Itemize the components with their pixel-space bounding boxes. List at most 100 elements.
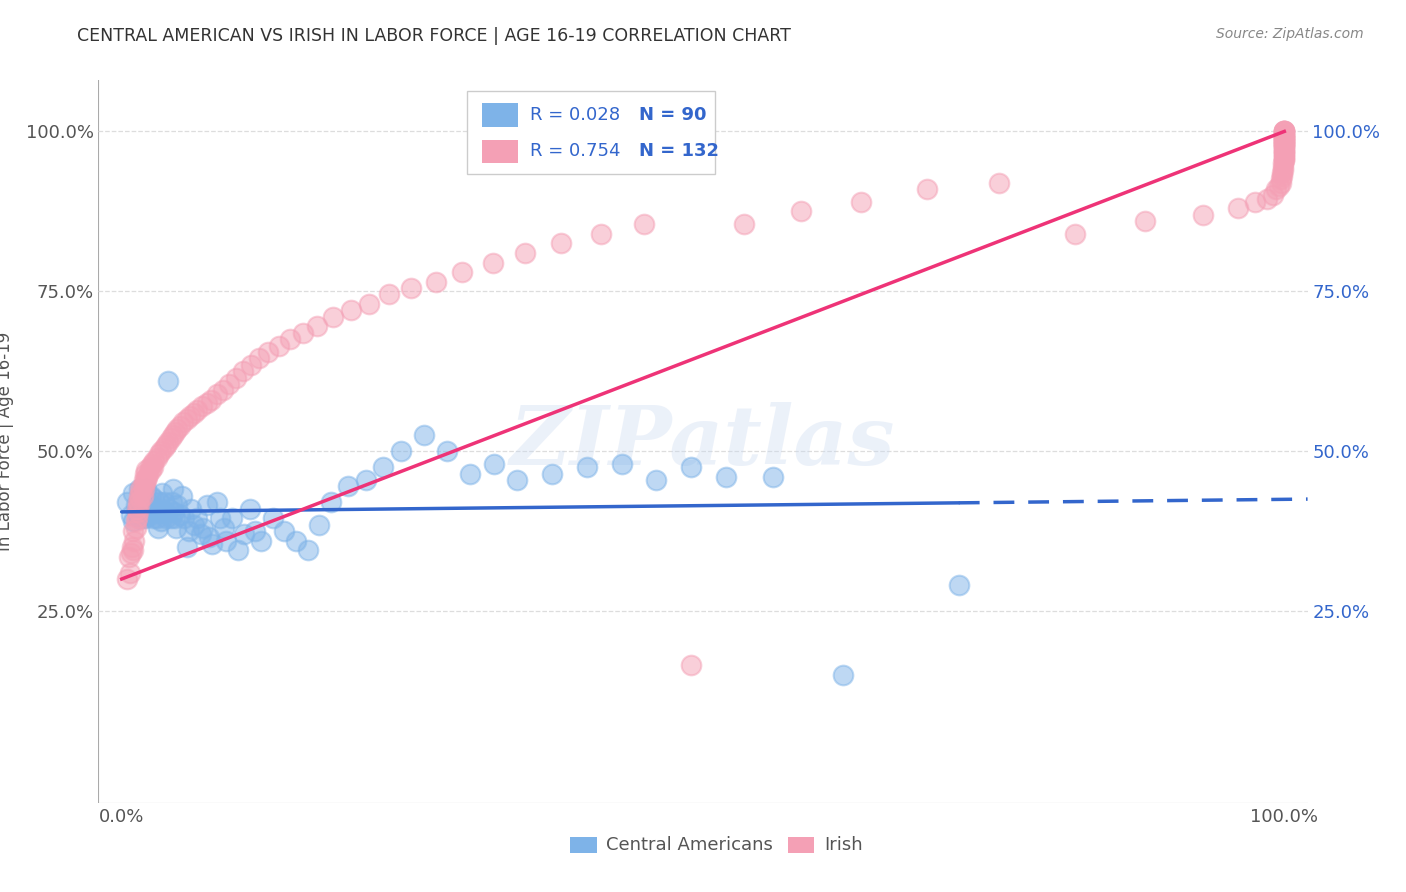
Point <box>163 505 186 519</box>
Point <box>245 524 267 538</box>
Point <box>1272 162 1295 177</box>
Point <box>118 566 141 580</box>
Point <box>250 533 273 548</box>
Point <box>148 495 170 509</box>
Point <box>129 492 152 507</box>
Point <box>135 483 157 497</box>
Point <box>209 511 232 525</box>
Point <box>1272 131 1295 145</box>
Point <box>308 517 330 532</box>
Point <box>247 351 270 366</box>
Point <box>257 345 280 359</box>
Point <box>186 511 208 525</box>
Bar <box>482 139 517 162</box>
Point <box>155 438 177 452</box>
Point <box>1272 140 1295 154</box>
Point <box>139 463 162 477</box>
Point <box>120 508 142 522</box>
Point <box>162 428 184 442</box>
Point <box>339 303 361 318</box>
Point <box>150 485 173 500</box>
Point <box>1272 124 1295 138</box>
Point <box>152 441 174 455</box>
Point <box>159 431 181 445</box>
Point <box>1272 124 1295 138</box>
Point <box>129 492 152 507</box>
Point <box>183 406 205 420</box>
Point <box>1272 124 1295 138</box>
Point <box>129 483 152 497</box>
Point <box>1272 128 1295 142</box>
Point <box>128 511 150 525</box>
Point <box>716 469 738 483</box>
Point <box>451 265 474 279</box>
Point <box>136 495 159 509</box>
Point <box>733 217 755 231</box>
Point <box>1272 134 1295 148</box>
Point <box>155 511 177 525</box>
Point <box>138 460 160 475</box>
Point <box>1272 131 1295 145</box>
Point <box>172 415 194 429</box>
Point <box>232 527 254 541</box>
Point <box>292 326 315 340</box>
Point <box>128 499 150 513</box>
Point <box>262 511 284 525</box>
Point <box>212 521 235 535</box>
Point <box>179 524 201 538</box>
Point <box>165 521 187 535</box>
Bar <box>569 838 596 854</box>
Point <box>589 227 612 241</box>
Point <box>762 469 785 483</box>
Point <box>319 495 342 509</box>
Bar <box>482 103 517 127</box>
Point <box>120 546 142 560</box>
Point <box>373 460 395 475</box>
Point <box>131 489 153 503</box>
Point <box>134 476 156 491</box>
Point <box>186 402 208 417</box>
Point <box>179 409 201 423</box>
Point <box>165 511 187 525</box>
Point <box>633 217 655 231</box>
Point <box>1261 188 1284 202</box>
Text: CENTRAL AMERICAN VS IRISH IN LABOR FORCE | AGE 16-19 CORRELATION CHART: CENTRAL AMERICAN VS IRISH IN LABOR FORCE… <box>77 27 792 45</box>
Point <box>1272 144 1295 158</box>
Point <box>610 457 633 471</box>
Point <box>267 338 290 352</box>
Point <box>1272 140 1295 154</box>
Point <box>481 255 503 269</box>
Point <box>221 511 243 525</box>
Point <box>1272 137 1295 152</box>
Point <box>575 460 598 475</box>
Point <box>948 578 970 592</box>
Point <box>125 501 148 516</box>
Text: R = 0.028: R = 0.028 <box>530 106 620 124</box>
Text: Central Americans: Central Americans <box>606 836 773 854</box>
Point <box>131 501 153 516</box>
Point <box>132 473 155 487</box>
Point <box>191 521 214 535</box>
Text: Irish: Irish <box>824 836 862 854</box>
Y-axis label: In Labor Force | Age 16-19: In Labor Force | Age 16-19 <box>0 332 14 551</box>
Point <box>176 412 198 426</box>
Point <box>149 505 172 519</box>
Point <box>166 499 188 513</box>
Point <box>200 392 222 407</box>
Point <box>285 533 308 548</box>
Point <box>153 505 176 519</box>
Point <box>337 479 360 493</box>
Point <box>378 287 401 301</box>
Point <box>124 515 146 529</box>
Point <box>540 467 562 481</box>
Point <box>127 505 149 519</box>
Point <box>205 386 228 401</box>
Point <box>1270 172 1292 186</box>
Point <box>1272 137 1295 152</box>
Point <box>132 483 155 497</box>
Point <box>134 467 156 481</box>
Point <box>145 501 167 516</box>
Point <box>1272 146 1295 161</box>
Point <box>150 444 173 458</box>
Point <box>305 319 328 334</box>
